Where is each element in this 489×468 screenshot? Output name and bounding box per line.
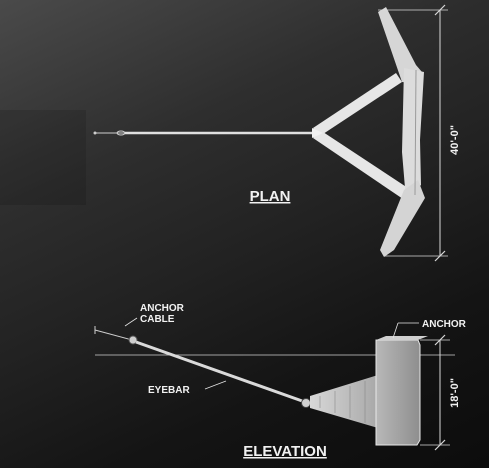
plan-upper-brace — [313, 73, 402, 136]
anchor-cable-leader — [124, 317, 138, 327]
elevation-eyebar — [135, 340, 306, 404]
plan-width-dimension-label: 40'-0" — [449, 125, 461, 155]
plan-brace-node — [312, 128, 323, 138]
elevation-anchor-cable — [94, 329, 133, 341]
elevation-height-dimension — [420, 334, 450, 451]
anchor-cable-label-line2: CABLE — [140, 314, 175, 325]
plan-center-plate — [402, 68, 424, 200]
background-panel — [0, 110, 86, 205]
anchor-cable-label-line1: ANCHOR — [140, 303, 185, 314]
plan-width-dimension — [378, 4, 448, 262]
anchor-block-top — [376, 336, 428, 340]
elevation-title: ELEVATION — [243, 443, 327, 460]
cable-shackle — [128, 335, 138, 345]
eyebar-leader — [204, 380, 227, 390]
anchor-block — [375, 339, 421, 446]
anchor-fan-plate — [310, 375, 378, 428]
plan-view: 40'-0" — [93, 4, 461, 262]
plan-upper-wing — [378, 7, 422, 83]
elevation-view: 18'-0" ANCHOR CABLE ANCHOR EYEBAR — [94, 303, 467, 451]
anchor-label: ANCHOR — [422, 319, 467, 330]
plan-lower-wing — [380, 180, 425, 257]
plan-plate-edge — [414, 69, 417, 196]
eyebar-pin — [301, 398, 311, 408]
eyebar-label: EYEBAR — [148, 385, 190, 396]
elevation-height-dimension-label: 18'-0" — [449, 378, 461, 408]
plan-lower-brace — [313, 130, 414, 201]
plan-cable-tip — [93, 131, 97, 135]
plan-title: PLAN — [250, 188, 291, 205]
